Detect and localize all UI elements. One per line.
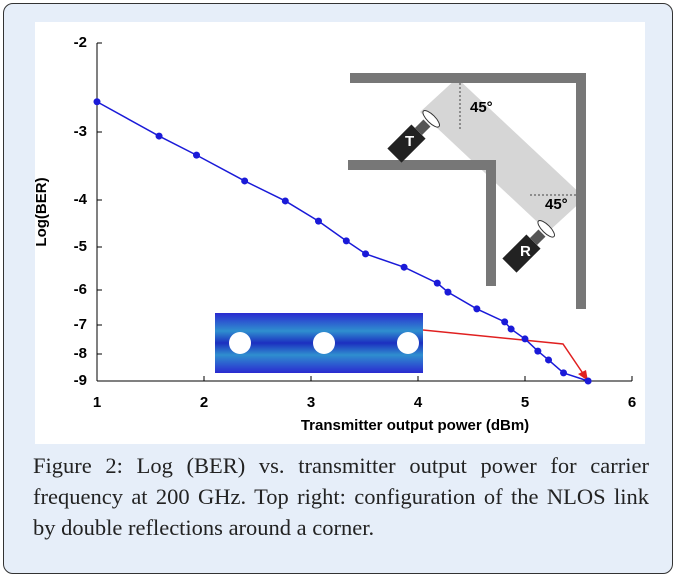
plot-background xyxy=(35,22,645,444)
y-tick-label: -7 xyxy=(74,316,87,333)
point xyxy=(433,279,441,287)
arrow-head xyxy=(578,370,588,381)
x-axis-label: Transmitter output power (dBm) xyxy=(301,417,529,434)
point xyxy=(281,197,289,205)
point xyxy=(193,151,201,159)
wall xyxy=(350,73,586,83)
receiver xyxy=(502,220,555,273)
tx-label: T xyxy=(405,133,414,150)
point xyxy=(93,98,101,106)
point xyxy=(545,356,553,364)
angle-label: 45° xyxy=(545,196,568,213)
y-tick-label: -3 xyxy=(74,123,87,140)
y-axis-label: Log(BER) xyxy=(33,177,50,246)
point xyxy=(521,335,529,343)
wall xyxy=(348,160,496,170)
beam xyxy=(420,78,585,232)
arrow xyxy=(422,329,585,376)
point xyxy=(501,318,509,326)
angle-label: 45° xyxy=(470,99,493,116)
point xyxy=(241,177,249,185)
x-tick-label: 2 xyxy=(200,394,208,411)
x-tick-label: 1 xyxy=(93,394,101,411)
transmitter xyxy=(387,110,440,163)
point xyxy=(473,305,481,313)
y-tick-label: -5 xyxy=(74,238,87,255)
caption: Figure 2: Log (BER) vs. transmitter outp… xyxy=(33,453,649,540)
y-tick-label: -6 xyxy=(74,281,87,298)
wall xyxy=(576,73,586,309)
x-tick-label: 4 xyxy=(414,394,423,411)
y-tick-label: -4 xyxy=(74,191,88,208)
y-tick-label: -2 xyxy=(74,34,87,51)
rx-label: R xyxy=(520,243,531,260)
wall xyxy=(486,160,496,286)
point xyxy=(155,132,163,140)
point xyxy=(534,347,542,355)
x-tick-label: 5 xyxy=(521,394,529,411)
point xyxy=(584,377,592,385)
eye-diagram xyxy=(215,313,423,373)
y-tick-label: -8 xyxy=(74,345,87,362)
nlos-diagram: 45° 45° T R xyxy=(348,73,586,309)
y-tick-label: -9 xyxy=(74,372,87,389)
x-tick-label: 3 xyxy=(307,394,315,411)
x-tick-label: 6 xyxy=(628,394,636,411)
point xyxy=(400,263,408,271)
point xyxy=(560,369,568,377)
point xyxy=(342,237,350,245)
point xyxy=(507,325,515,333)
point xyxy=(444,288,452,296)
point xyxy=(314,217,322,225)
point xyxy=(362,250,370,258)
